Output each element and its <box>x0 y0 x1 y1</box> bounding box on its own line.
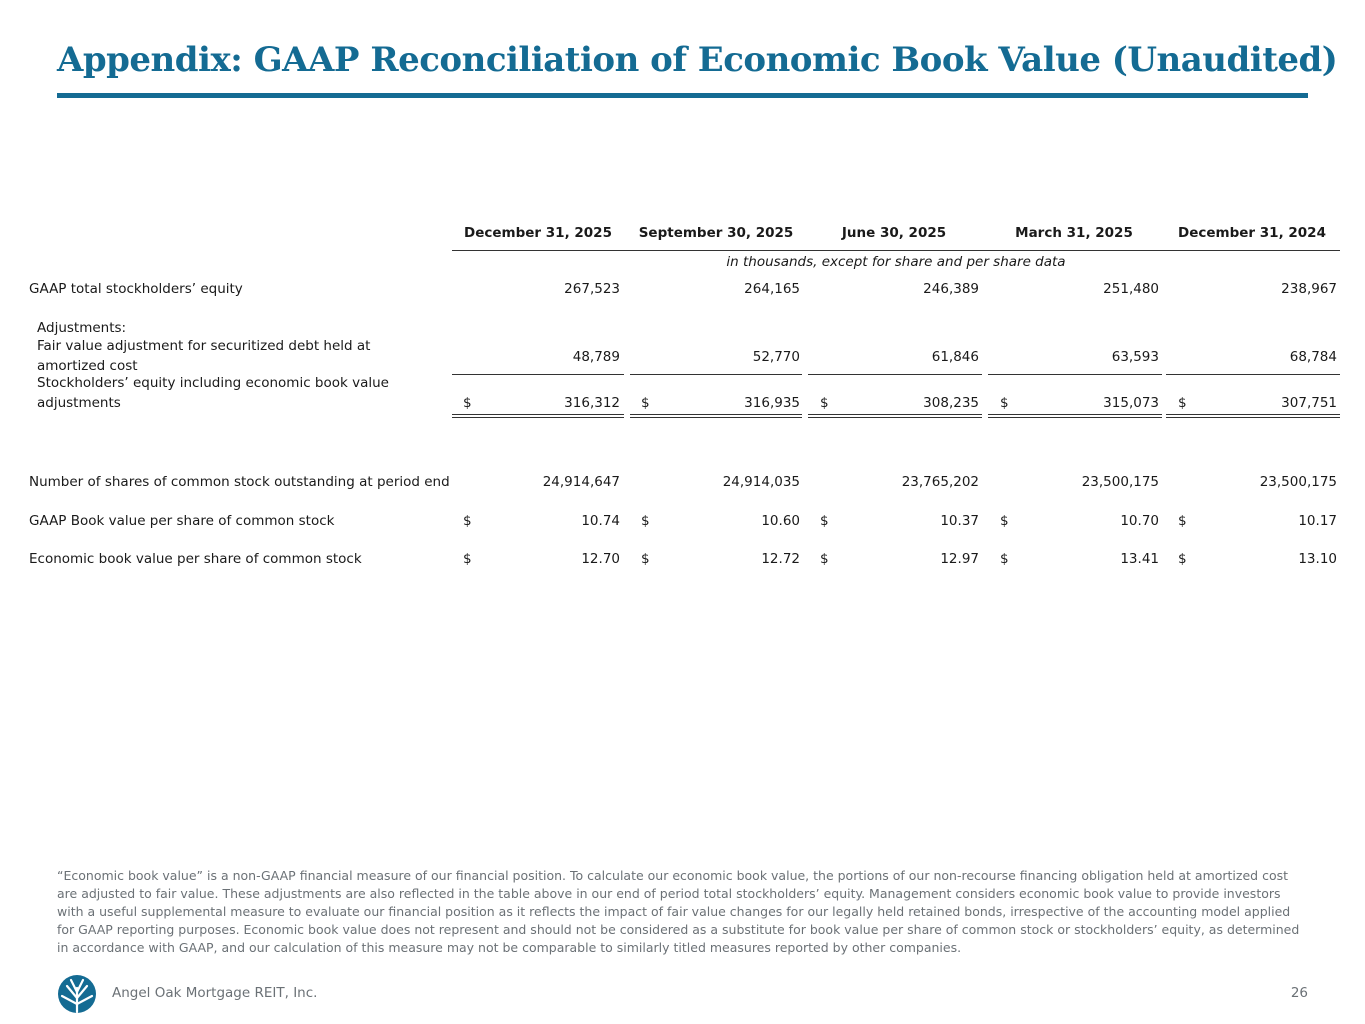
shares-dec-2024: 23,500,175 <box>1259 474 1337 490</box>
col-header-dec-2025: December 31, 2025 <box>464 225 612 241</box>
row-label-gaap-bvps: GAAP Book value per share of common stoc… <box>29 513 335 529</box>
total-double-rule-1a <box>452 414 624 415</box>
shares-jun-2025: 23,765,202 <box>901 474 979 490</box>
subtotal-rule-4 <box>988 374 1162 375</box>
gaap-equity-dec-2024: 238,967 <box>1281 281 1337 297</box>
fair-value-adj-sep-2025: 52,770 <box>752 349 800 365</box>
shares-sep-2025: 24,914,035 <box>722 474 800 490</box>
gaap-bvps-dec-2024: 10.17 <box>1298 513 1337 529</box>
company-name: Angel Oak Mortgage REIT, Inc. <box>112 985 318 1001</box>
row-label-equity-incl-ebv-line2: adjustments <box>37 395 121 411</box>
shares-dec-2025: 24,914,647 <box>542 474 620 490</box>
shares-mar-2025: 23,500,175 <box>1081 474 1159 490</box>
subtotal-rule-1 <box>452 374 624 375</box>
col-header-dec-2024: December 31, 2024 <box>1178 225 1326 241</box>
angel-oak-tree-logo-icon <box>58 975 96 1014</box>
currency-symbol: $ <box>820 395 829 411</box>
total-double-rule-2a <box>630 414 802 415</box>
row-label-shares-outstanding: Number of shares of common stock outstan… <box>29 474 450 490</box>
ebvps-dec-2025: 12.70 <box>581 551 620 567</box>
total-double-rule-4a <box>988 414 1162 415</box>
row-label-fair-value-adj-line1: Fair value adjustment for securitized de… <box>37 338 371 354</box>
gaap-equity-sep-2025: 264,165 <box>744 281 800 297</box>
equity-incl-ebv-dec-2024: 307,751 <box>1281 395 1337 411</box>
col-header-mar-2025: March 31, 2025 <box>1015 225 1133 241</box>
currency-symbol: $ <box>463 551 472 567</box>
gaap-bvps-jun-2025: 10.37 <box>940 513 979 529</box>
row-label-equity-incl-ebv-line1: Stockholders’ equity including economic … <box>37 375 389 391</box>
currency-symbol: $ <box>820 513 829 529</box>
page-number: 26 <box>1290 985 1308 1001</box>
equity-incl-ebv-jun-2025: 308,235 <box>923 395 979 411</box>
currency-symbol: $ <box>463 513 472 529</box>
total-double-rule-4b <box>988 417 1162 418</box>
total-double-rule-5b <box>1166 417 1340 418</box>
currency-symbol: $ <box>1178 551 1187 567</box>
ebvps-dec-2024: 13.10 <box>1298 551 1337 567</box>
gaap-equity-mar-2025: 251,480 <box>1103 281 1159 297</box>
ebvps-jun-2025: 12.97 <box>940 551 979 567</box>
subtotal-rule-2 <box>630 374 802 375</box>
page-title: Appendix: GAAP Reconciliation of Economi… <box>57 40 1338 80</box>
currency-symbol: $ <box>1178 395 1187 411</box>
gaap-equity-jun-2025: 246,389 <box>923 281 979 297</box>
currency-symbol: $ <box>641 551 650 567</box>
adjustments-label: Adjustments: <box>37 320 127 336</box>
row-label-ebvps: Economic book value per share of common … <box>29 551 362 567</box>
currency-symbol: $ <box>641 513 650 529</box>
currency-symbol: $ <box>1178 513 1187 529</box>
currency-symbol: $ <box>1000 551 1009 567</box>
title-underline <box>57 93 1308 98</box>
fair-value-adj-mar-2025: 63,593 <box>1111 349 1159 365</box>
total-double-rule-3a <box>808 414 982 415</box>
currency-symbol: $ <box>641 395 650 411</box>
header-rule <box>452 250 1340 251</box>
subtotal-rule-5 <box>1166 374 1340 375</box>
equity-incl-ebv-sep-2025: 316,935 <box>744 395 800 411</box>
equity-incl-ebv-dec-2025: 316,312 <box>564 395 620 411</box>
currency-symbol: $ <box>1000 513 1009 529</box>
currency-symbol: $ <box>463 395 472 411</box>
total-double-rule-5a <box>1166 414 1340 415</box>
equity-incl-ebv-mar-2025: 315,073 <box>1103 395 1159 411</box>
gaap-equity-dec-2025: 267,523 <box>564 281 620 297</box>
total-double-rule-1b <box>452 417 624 418</box>
gaap-bvps-dec-2025: 10.74 <box>581 513 620 529</box>
ebvps-sep-2025: 12.72 <box>761 551 800 567</box>
total-double-rule-3b <box>808 417 982 418</box>
total-double-rule-2b <box>630 417 802 418</box>
col-header-sep-2025: September 30, 2025 <box>638 225 794 241</box>
ebvps-mar-2025: 13.41 <box>1120 551 1159 567</box>
row-label-gaap-equity: GAAP total stockholders’ equity <box>29 281 243 297</box>
footnote: “Economic book value” is a non-GAAP fina… <box>57 868 1300 955</box>
units-note: in thousands, except for share and per s… <box>726 254 1066 270</box>
fair-value-adj-dec-2024: 68,784 <box>1289 349 1337 365</box>
fair-value-adj-dec-2025: 48,789 <box>572 349 620 365</box>
col-header-jun-2025: June 30, 2025 <box>841 225 947 241</box>
gaap-bvps-sep-2025: 10.60 <box>761 513 800 529</box>
currency-symbol: $ <box>820 551 829 567</box>
subtotal-rule-3 <box>808 374 982 375</box>
fair-value-adj-jun-2025: 61,846 <box>931 349 979 365</box>
gaap-bvps-mar-2025: 10.70 <box>1120 513 1159 529</box>
row-label-fair-value-adj-line2: amortized cost <box>37 358 138 374</box>
currency-symbol: $ <box>1000 395 1009 411</box>
